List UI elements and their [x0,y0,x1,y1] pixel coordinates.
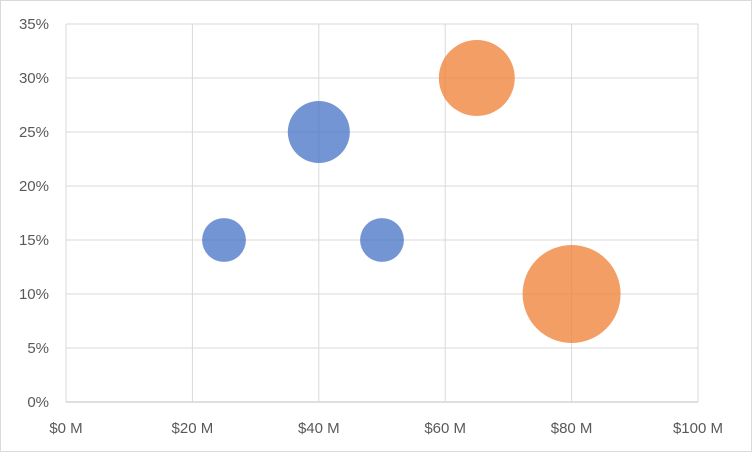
bubbles [202,40,621,343]
x-tick-label: $0 M [49,420,82,437]
x-tick-label: $40 M [298,420,340,437]
bubble-point-series-2 [522,245,621,343]
y-tick-label: 10% [19,286,49,303]
bubble-point-series-2 [438,40,515,116]
y-tick-label: 20% [19,178,49,195]
y-tick-label: 15% [19,232,49,249]
y-tick-label: 30% [19,70,49,87]
y-tick-label: 5% [27,340,49,357]
y-tick-label: 35% [19,16,49,33]
y-tick-label: 25% [19,124,49,141]
x-tick-label: $100 M [673,420,723,437]
y-axis-tick-labels: 0% 5% 10% 15% 20% 25% 30% 35% [19,16,49,411]
bubble-point-series-1 [360,218,404,262]
bubble-point-series-1 [202,218,246,262]
y-tick-label: 0% [27,394,49,411]
x-tick-label: $20 M [172,420,214,437]
gridlines [65,23,699,403]
x-axis-tick-labels: $0 M $20 M $40 M $60 M $80 M $100 M [49,420,723,437]
bubble-point-series-1 [287,101,350,163]
x-tick-label: $80 M [551,420,593,437]
x-tick-label: $60 M [424,420,466,437]
